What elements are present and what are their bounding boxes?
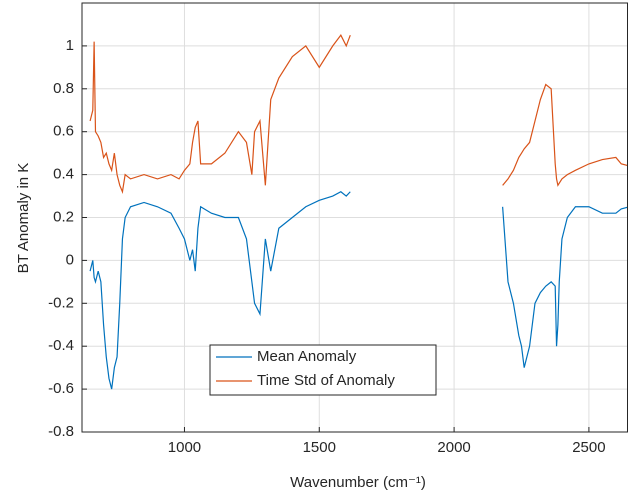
legend-label: Mean Anomaly — [257, 348, 357, 365]
x-tick-label: 2000 — [437, 439, 470, 456]
x-tick-label: 2500 — [572, 439, 605, 456]
y-tick-label: 0.6 — [53, 123, 74, 140]
x-tick-label: 1500 — [303, 439, 336, 456]
legend-label: Time Std of Anomaly — [257, 372, 395, 389]
y-tick-label: -0.2 — [48, 294, 74, 311]
y-tick-label: 0.2 — [53, 208, 74, 225]
legend-box — [209, 344, 437, 396]
y-tick-label: 0.8 — [53, 80, 74, 97]
x-axis-label: Wavenumber (cm⁻¹) — [290, 474, 426, 491]
series-line — [89, 191, 628, 390]
y-tick-label: 0 — [66, 251, 74, 268]
legend: Mean Anomaly Time Std of Anomaly — [209, 344, 437, 396]
y-tick-label: 1 — [66, 37, 74, 54]
y-tick-label: 0.4 — [53, 166, 74, 183]
series-line — [89, 34, 628, 194]
y-tick-label: -0.6 — [48, 380, 74, 397]
y-tick-label: -0.8 — [48, 423, 74, 440]
y-tick-label: -0.4 — [48, 337, 74, 354]
x-tick-label: 1000 — [168, 439, 201, 456]
y-axis-label: BT Anomaly in K — [15, 163, 32, 274]
